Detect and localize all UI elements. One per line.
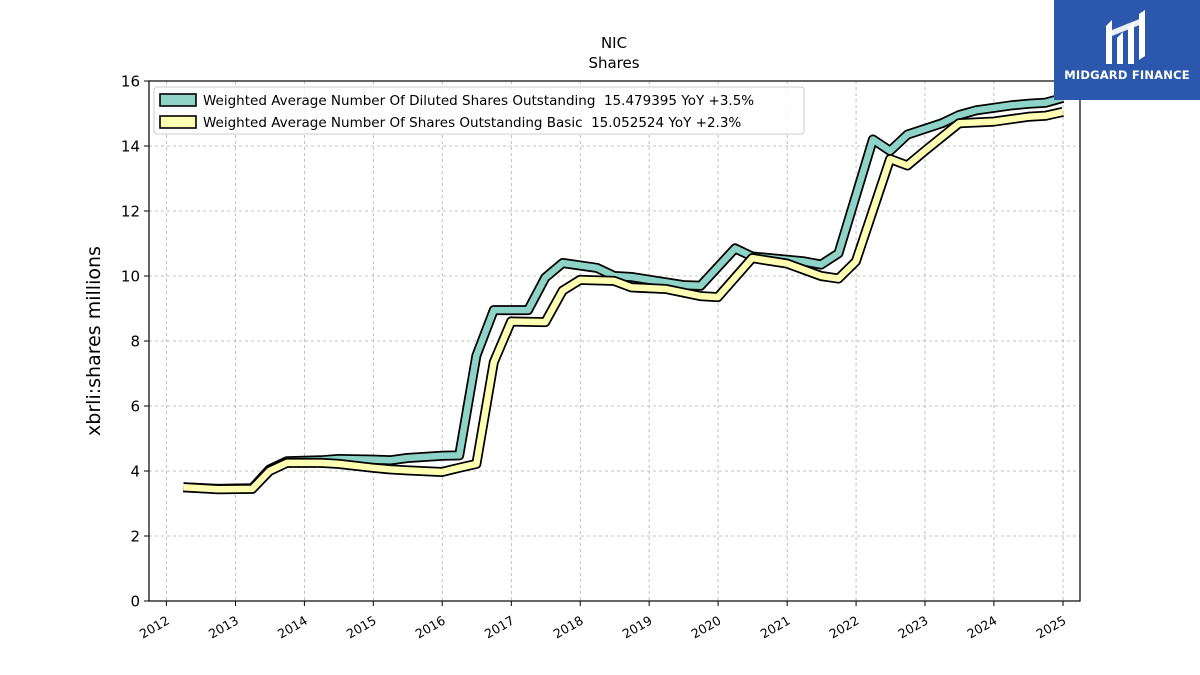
y-tick-label: 8	[130, 333, 140, 351]
y-tick-label: 2	[130, 528, 140, 546]
series-layer	[183, 93, 1065, 495]
legend-label-1: Weighted Average Number Of Shares Outsta…	[203, 115, 741, 131]
x-tick-label: 2021	[758, 613, 793, 642]
legend: Weighted Average Number Of Diluted Share…	[153, 86, 805, 135]
y-tick-label: 0	[130, 593, 140, 611]
x-tick-label: 2014	[275, 613, 310, 642]
midgard-logo-icon	[1106, 10, 1145, 64]
series-outline-1	[183, 107, 1064, 495]
chart-subtitle: Shares	[588, 54, 639, 72]
legend-swatch-0	[159, 93, 197, 107]
series-outline-0	[183, 93, 1065, 494]
y-tick-label: 16	[121, 73, 140, 91]
grid-lines	[149, 81, 1080, 601]
y-tick-label: 6	[130, 398, 140, 416]
series-line-1	[183, 108, 1064, 493]
x-tick-label: 2015	[344, 613, 379, 642]
y-tick-label: 14	[121, 138, 140, 156]
logo-text: MIDGARD FINANCE	[1064, 68, 1190, 82]
x-tick-label: 2019	[620, 613, 655, 642]
chart-title: NIC	[601, 34, 627, 52]
legend-swatch-1	[159, 115, 197, 129]
x-tick-label: 2020	[689, 613, 724, 642]
x-tick-label: 2012	[137, 613, 172, 642]
brand-logo: MIDGARD FINANCE	[1054, 0, 1200, 100]
x-axis: 2012 2013 2014 2015 2016 2017 2018 2019 2020 2021…	[137, 601, 1069, 642]
legend-label-0: Weighted Average Number Of Diluted Share…	[203, 93, 754, 109]
x-tick-label: 2016	[413, 613, 448, 642]
x-tick-label: 2013	[206, 613, 241, 642]
y-tick-label: 4	[130, 463, 140, 481]
x-tick-label: 2024	[964, 613, 999, 642]
x-tick-label: 2017	[482, 613, 517, 642]
legend-box	[153, 86, 805, 135]
x-tick-label: 2018	[551, 613, 586, 642]
x-tick-label: 2022	[827, 613, 862, 642]
y-axis: 0 2 4 6 8 10 12 14 16	[121, 73, 149, 611]
series-line-0	[183, 94, 1064, 493]
x-tick-label: 2023	[895, 613, 930, 642]
y-axis-label: xbrli:shares millions	[83, 246, 105, 436]
y-tick-label: 12	[121, 203, 140, 221]
y-tick-label: 10	[121, 268, 140, 286]
x-tick-label: 2025	[1033, 613, 1068, 642]
